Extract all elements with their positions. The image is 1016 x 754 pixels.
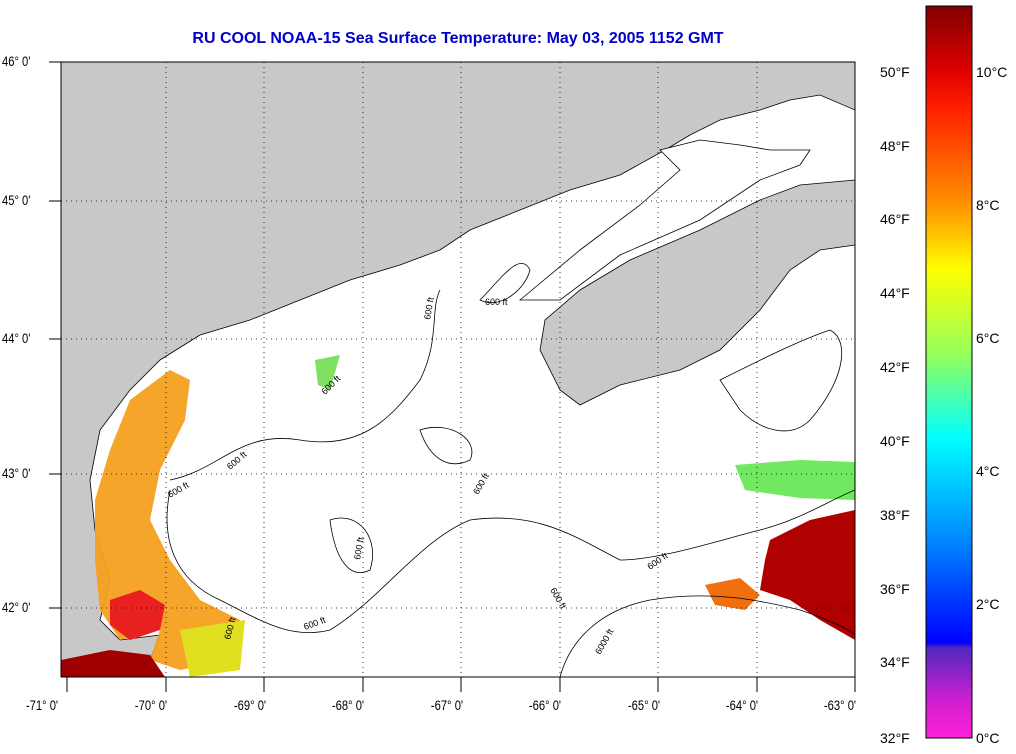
colorbar-f-label: 48°F [880, 138, 910, 154]
lon-label: -69° 0' [233, 697, 267, 713]
colorbar-c-label: 10°C [976, 64, 1008, 80]
colorbar-f-label: 32°F [880, 730, 910, 746]
contour-label: 600 ft [352, 536, 366, 560]
colorbar-c-label: 4°C [976, 463, 1000, 479]
sst-patch-scotian-green [735, 460, 855, 500]
lon-label: -63° 0' [823, 697, 857, 713]
colorbar-c-label: 2°C [976, 596, 1000, 612]
lon-label: -66° 0' [528, 697, 562, 713]
land-maine-new-brunswick [61, 62, 855, 673]
lon-label: -65° 0' [627, 697, 661, 713]
lat-label: 43° 0' [2, 465, 31, 481]
colorbar-f-label: 44°F [880, 285, 910, 301]
colorbar-c-label: 8°C [976, 197, 1000, 213]
colorbar-f-label: 50°F [880, 64, 910, 80]
sst-patch-yellow [180, 620, 245, 677]
contour-label: 600 ft [485, 297, 508, 307]
sst-patch-south-coast-darkred [61, 650, 165, 677]
lat-label: 44° 0' [2, 330, 31, 346]
lat-label: 45° 0' [2, 192, 31, 208]
colorbar-f-label: 42°F [880, 359, 910, 375]
colorbar-c-label: 0°C [976, 730, 1000, 746]
lat-label: 46° 0' [2, 53, 31, 69]
land-nova-scotia [539, 179, 855, 406]
map-frame [60, 61, 856, 678]
sst-patch-orange-east [705, 578, 760, 610]
lat-label: 42° 0' [2, 599, 31, 615]
sst-patch-cape-cod-red [110, 590, 165, 640]
bay-of-fundy [518, 139, 811, 301]
colorbar-f-label: 36°F [880, 581, 910, 597]
colorbar-f-label: 38°F [880, 507, 910, 523]
lon-label: -71° 0' [25, 697, 59, 713]
colorbar-c-label: 6°C [976, 330, 1000, 346]
lon-label: -70° 0' [134, 697, 168, 713]
sst-patch-green-mid [315, 355, 340, 390]
chart-title: RU COOL NOAA-15 Sea Surface Temperature:… [192, 30, 724, 47]
colorbar-f-label: 34°F [880, 654, 910, 670]
colorbar-f-label: 46°F [880, 211, 910, 227]
contour-label: 600 ft [422, 296, 436, 320]
sst-patch-scotian-darkred [760, 510, 855, 640]
lon-label: -64° 0' [725, 697, 759, 713]
lon-label: -68° 0' [331, 697, 365, 713]
colorbar-f-label: 40°F [880, 433, 910, 449]
lon-label: -67° 0' [430, 697, 464, 713]
axis-ticks [49, 61, 856, 692]
depth-contours [166, 263, 855, 677]
colorbar [925, 5, 973, 739]
